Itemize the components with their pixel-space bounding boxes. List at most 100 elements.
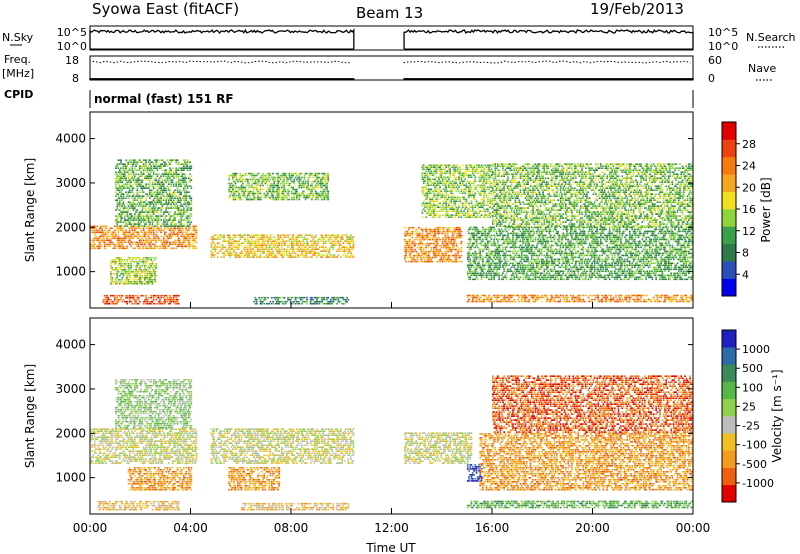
power-cell (329, 254, 332, 256)
power-cell (326, 184, 328, 187)
power-cell (468, 174, 470, 177)
power-cell (446, 246, 449, 249)
power-cell (137, 257, 140, 259)
power-cell (433, 250, 435, 253)
power-cell (167, 203, 170, 205)
power-cell (421, 168, 424, 171)
power-cell (136, 241, 139, 244)
power-cell (248, 198, 250, 201)
power-cell (139, 235, 141, 238)
power-cell (190, 221, 193, 223)
power-cell (314, 174, 317, 177)
power-cell (161, 247, 164, 250)
power-cell (446, 230, 449, 233)
power-cell (179, 167, 181, 169)
power-cell (156, 302, 159, 305)
power-cell (405, 230, 407, 233)
power-cell (311, 174, 313, 177)
power-cell (274, 298, 277, 301)
power-cell (253, 182, 255, 185)
power-cell (257, 172, 259, 175)
power-cell (301, 302, 303, 305)
power-cell (238, 192, 240, 195)
power-cell (419, 238, 421, 241)
power-cell (185, 237, 188, 240)
power-cell (314, 178, 317, 181)
power-cell (165, 187, 168, 189)
power-cell (444, 240, 446, 243)
power-cell (167, 245, 170, 248)
power-cell (183, 167, 185, 169)
power-cell (140, 243, 142, 246)
power-cell (240, 184, 243, 187)
power-cell (455, 206, 458, 209)
power-cell (326, 176, 328, 179)
power-cell (269, 186, 272, 189)
power-cell (121, 271, 124, 273)
power-cell (404, 234, 406, 237)
power-cell (161, 179, 164, 181)
power-cell (171, 195, 174, 197)
power-cell (93, 243, 96, 246)
power-cell (177, 229, 180, 232)
power-cell (185, 189, 188, 191)
power-cell (128, 267, 131, 269)
power-cell (149, 189, 151, 191)
power-cell (435, 236, 438, 239)
power-cell (419, 232, 421, 235)
power-cell (329, 302, 332, 305)
power-cell (155, 161, 157, 163)
power-cell (142, 159, 145, 161)
power-cell (333, 242, 336, 244)
power-cell (135, 205, 137, 207)
power-cell (174, 207, 176, 209)
power-cell (139, 267, 141, 269)
power-cell (431, 190, 434, 193)
power-cell (157, 199, 160, 201)
power-cell (230, 186, 233, 189)
power-cell (149, 257, 151, 259)
power-cell (448, 184, 450, 187)
power-cell (451, 260, 454, 263)
power-cell (179, 205, 181, 207)
power-cell (283, 194, 286, 197)
power-cell (130, 173, 132, 175)
power-cell (142, 185, 145, 187)
power-cell (111, 300, 114, 303)
power-cell (346, 246, 348, 248)
power-cell (441, 200, 444, 203)
power-cell (270, 252, 273, 254)
power-cell (407, 240, 410, 243)
power-cell (116, 294, 119, 297)
power-cell (430, 242, 433, 245)
nsearch-tick-top: 10^5 (708, 26, 738, 39)
power-cell (448, 168, 450, 171)
power-cell (169, 163, 171, 165)
power-cell (351, 238, 353, 240)
power-cell (123, 241, 126, 244)
power-cell (460, 234, 463, 237)
power-cell (131, 233, 134, 236)
power-cell (308, 172, 311, 175)
power-cell (427, 178, 430, 181)
power-cell (175, 298, 178, 301)
power-cell (132, 296, 135, 299)
power-cell (216, 242, 219, 244)
power-cell (147, 195, 150, 197)
power-cell (425, 250, 428, 253)
power-cell (460, 184, 463, 187)
power-cell (450, 166, 453, 169)
power-cell (210, 254, 213, 256)
power-cell (410, 260, 412, 263)
power-cell (405, 260, 407, 263)
power-cell (120, 191, 122, 193)
power-cell (135, 183, 137, 185)
power-cell (190, 215, 193, 217)
power-cell (412, 250, 415, 253)
power-cell (139, 165, 141, 167)
power-cell (450, 192, 453, 195)
power-cell (455, 182, 458, 185)
power-cell (301, 186, 303, 189)
power-cell (135, 259, 137, 261)
power-cell (121, 189, 124, 191)
